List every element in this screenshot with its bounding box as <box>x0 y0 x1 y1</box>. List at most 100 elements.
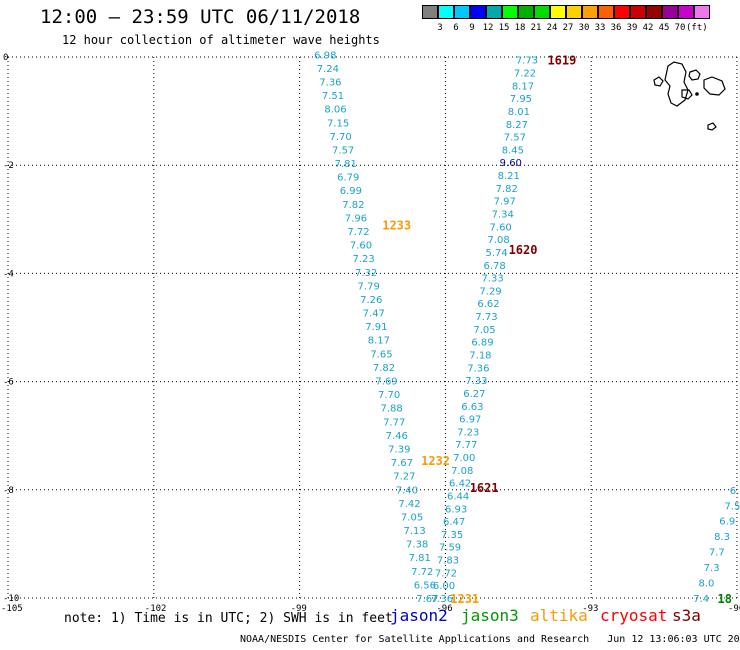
legend-s3a: s3a <box>672 606 701 625</box>
legend-jason3: jason3 <box>461 606 519 625</box>
wave-height-value: 6.00 <box>433 581 455 592</box>
scale-swatch <box>630 5 646 19</box>
wave-height-value: 7.39 <box>388 444 410 455</box>
scale-label: 33 <box>594 23 606 33</box>
x-tick-label: -96 <box>436 604 452 614</box>
wave-height-value: 7.65 <box>370 349 392 360</box>
wave-height-value: 5.74 <box>485 248 507 259</box>
scale-swatch <box>598 5 614 19</box>
wave-height-value: 6.63 <box>461 402 483 413</box>
wave-height-value: 7.60 <box>490 222 512 233</box>
y-tick-label: 0 <box>3 53 8 63</box>
wave-height-value: 7.33 <box>465 376 487 387</box>
wave-height-value: 7.26 <box>360 295 382 306</box>
pass-label: 1619 <box>547 54 576 68</box>
wave-height-value: 8.45 <box>502 145 524 156</box>
scale-swatch <box>550 5 566 19</box>
wave-height-value: 7.05 <box>473 325 495 336</box>
wave-height-value: 7.70 <box>329 132 351 143</box>
y-tick-label: -10 <box>3 594 19 604</box>
wave-height-value: 8.17 <box>512 81 534 92</box>
scale-swatch <box>422 5 438 19</box>
wave-height-value: 6.79 <box>337 173 359 184</box>
wave-height-value: 7.35 <box>441 530 463 541</box>
wave-height-value: 7.47 <box>363 309 385 320</box>
wave-height-value: 8.17 <box>368 336 390 347</box>
wave-height-value: 7.57 <box>332 145 354 156</box>
scale-label: 36 <box>610 23 622 33</box>
scale-label: 42 <box>642 23 654 33</box>
wave-height-value: 6.5 <box>730 486 740 497</box>
wave-height-value: 7.69 <box>375 377 397 388</box>
wave-height-value: 7.60 <box>350 241 372 252</box>
wave-height-value: 7.22 <box>514 69 536 80</box>
wave-height-value: 7.91 <box>365 322 387 333</box>
wave-height-value: 9.60 <box>500 158 522 169</box>
wave-height-value: 7.33 <box>481 274 503 285</box>
wave-height-value: 6.97 <box>459 415 481 426</box>
scale-swatch <box>662 5 678 19</box>
wave-height-value: 8.0 <box>698 579 714 590</box>
x-tick-label: -105 <box>1 604 23 614</box>
wave-height-value: 7.70 <box>378 390 400 401</box>
wave-height-value: 7.83 <box>437 556 459 567</box>
scale-label: 27 <box>562 23 574 33</box>
wave-height-value: 8.27 <box>506 120 528 131</box>
wave-height-value: 6.98 <box>314 50 336 61</box>
wave-height-value: 7.73 <box>516 56 538 67</box>
wave-height-value: 8.3 <box>714 532 730 543</box>
footer-note: note: 1) Time is in UTC; 2) SWH is in fe… <box>64 611 393 626</box>
scale-swatch <box>470 5 486 19</box>
wave-height-value: 7.82 <box>342 200 364 211</box>
wave-height-value: 7.23 <box>352 254 374 265</box>
pass-label: 1231 <box>450 592 479 606</box>
wave-height-value: 7.42 <box>398 499 420 510</box>
wave-height-value: 7.79 <box>358 281 380 292</box>
wave-height-value: 7.4 <box>693 594 709 605</box>
scale-swatch <box>502 5 518 19</box>
wave-height-value: 7.82 <box>496 184 518 195</box>
x-tick-label: -93 <box>582 604 598 614</box>
scale-label: 6 <box>453 23 459 33</box>
legend-cryosat: cryosat <box>600 606 668 625</box>
wave-height-value: 7.73 <box>475 312 497 323</box>
x-tick-label: -102 <box>145 604 167 614</box>
wave-height-value: 7.36 <box>467 363 489 374</box>
wave-height-value: 7.15 <box>327 118 349 129</box>
scale-swatch <box>566 5 582 19</box>
wave-height-value: 7.95 <box>510 94 532 105</box>
pass-label: 1233 <box>382 219 411 233</box>
credit-line: NOAA/NESDIS Center for Satellite Applica… <box>240 634 740 645</box>
pass-label: 1621 <box>470 481 499 495</box>
wave-height-value: 7.00 <box>453 453 475 464</box>
y-tick-label: -2 <box>3 161 14 171</box>
wave-height-value: 7.72 <box>347 227 369 238</box>
wave-height-value: 8.21 <box>498 171 520 182</box>
wave-height-value: 7.46 <box>386 431 408 442</box>
scale-swatch <box>678 5 694 19</box>
wave-height-value: 7.5 <box>725 501 740 512</box>
wave-height-value: 6.42 <box>449 479 471 490</box>
scale-label: 21 <box>530 23 542 33</box>
wave-height-value: 7.72 <box>435 568 457 579</box>
wave-height-value: 8.01 <box>508 107 530 118</box>
wave-height-value: 7.67 <box>391 458 413 469</box>
scale-swatch <box>694 5 710 19</box>
scale-label: 30 <box>578 23 590 33</box>
altimeter-tracks: 7.737.228.177.958.018.277.578.459.608.21… <box>314 50 740 606</box>
wave-height-value: 7.3 <box>704 563 720 574</box>
scale-label: (ft) <box>686 23 708 33</box>
scale-label: 12 <box>482 23 494 33</box>
scale-swatch <box>646 5 662 19</box>
pass-label: 1620 <box>509 243 538 257</box>
grid <box>7 56 738 599</box>
wave-height-value: 7.40 <box>396 485 418 496</box>
wave-height-value: 7.05 <box>401 512 423 523</box>
wave-height-value: 6.62 <box>477 299 499 310</box>
scale-swatch <box>438 5 454 19</box>
wave-height-value: 7.27 <box>393 472 415 483</box>
wave-height-value: 7.82 <box>373 363 395 374</box>
scale-label: 45 <box>658 23 670 33</box>
wave-height-value: 7.32 <box>355 268 377 279</box>
wave-height-value: 7.59 <box>439 543 461 554</box>
